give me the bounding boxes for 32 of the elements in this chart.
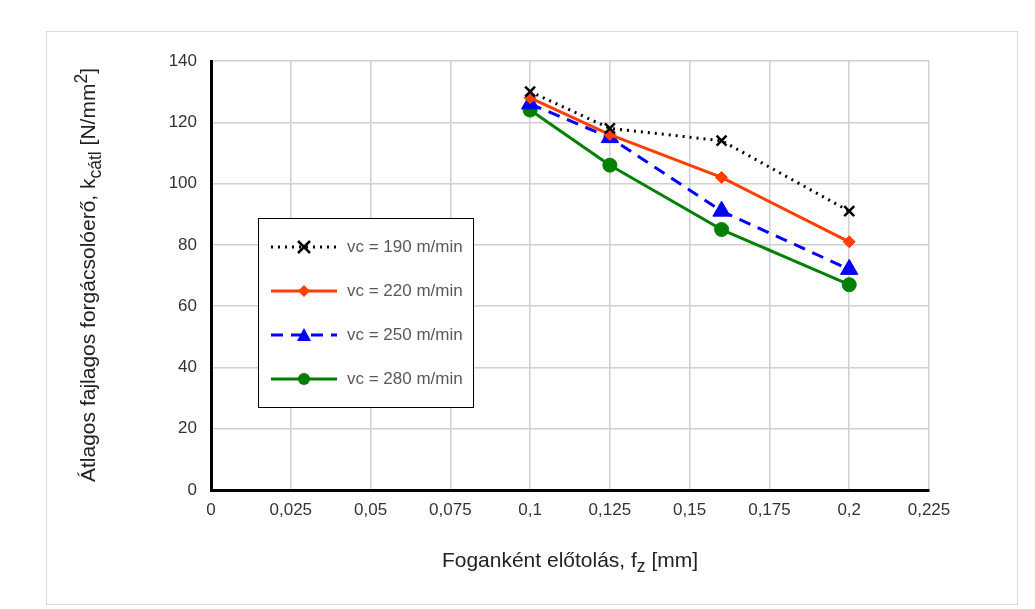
x-axis-title: Foganként előtolás, f$_{z}$ [mm] (440, 548, 700, 578)
point (842, 235, 856, 249)
point (715, 134, 728, 147)
y-tick-label: 120 (168, 111, 197, 131)
x-tick-label: 0,1 (518, 499, 542, 519)
y-tick-label: 40 (178, 357, 197, 377)
x-tick-label: 0,175 (748, 499, 791, 519)
y-tick-label: 0 (187, 479, 197, 499)
point (715, 170, 729, 184)
point (843, 204, 856, 218)
point (602, 157, 618, 173)
x-tick-label: 0,225 (907, 499, 951, 519)
point (841, 277, 857, 293)
x-tick-label: 0,05 (354, 499, 388, 519)
point (714, 222, 730, 238)
x-tick-label: 0,15 (673, 499, 707, 519)
y-tick-label: 20 (178, 418, 197, 438)
x-tick-label: 0,075 (429, 499, 472, 519)
point (523, 85, 537, 98)
legend-label: vc = 190 m/min (347, 237, 463, 257)
x-tick-label: 0 (206, 499, 216, 519)
x-tick-label: 0,025 (269, 499, 313, 519)
y-tick-label: 140 (168, 50, 197, 70)
legend-label: vc = 250 m/min (347, 325, 463, 345)
y-tick-label: 80 (178, 234, 197, 254)
y-tick-label: 100 (168, 173, 197, 193)
legend-label: vc = 280 m/min (347, 369, 463, 389)
x-tick-label: 0,2 (837, 499, 862, 519)
y-tick-label: 60 (178, 295, 197, 315)
x-tick-label: 0,125 (588, 499, 632, 519)
legend-label: vc = 220 m/min (347, 281, 463, 301)
point (603, 122, 617, 135)
